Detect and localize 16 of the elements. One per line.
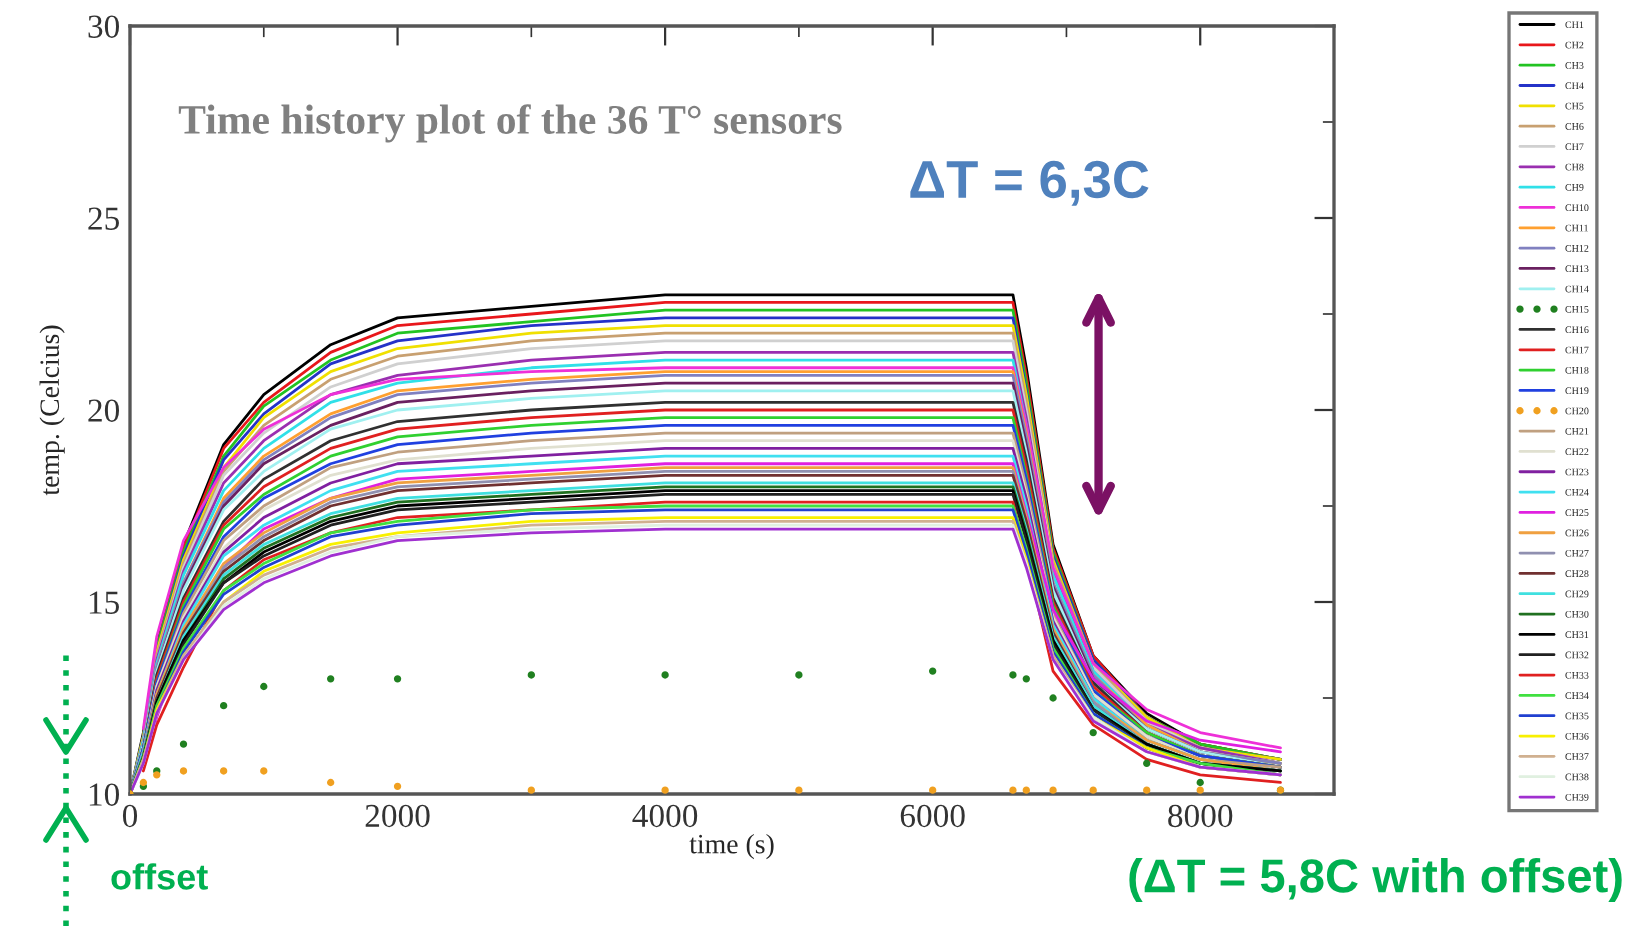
y-axis-title: temp. (Celcius) <box>39 325 65 496</box>
x-tick-label: 6000 <box>900 804 965 828</box>
annotation: ΔT = 6,3C <box>910 160 1149 206</box>
x-tick-label: 4000 <box>632 804 698 828</box>
x-tick-label: 8000 <box>1168 804 1233 828</box>
x-tick-label: 2000 <box>365 804 430 828</box>
text: (ΔT = 5,8C with offset) <box>1129 857 1622 903</box>
y-tick-label: 15 <box>89 591 119 614</box>
text: offset <box>111 863 208 890</box>
text: Time history plot of the 36 T° sensors <box>178 104 842 143</box>
y-tick-label: 20 <box>88 399 120 422</box>
y-tick-label: 10 <box>89 783 120 806</box>
y-tick-label: 25 <box>88 207 119 230</box>
x-tick-label: 0 <box>122 804 138 828</box>
x-axis-title: time (s) <box>689 833 774 860</box>
y-tick-label: 30 <box>88 15 120 38</box>
